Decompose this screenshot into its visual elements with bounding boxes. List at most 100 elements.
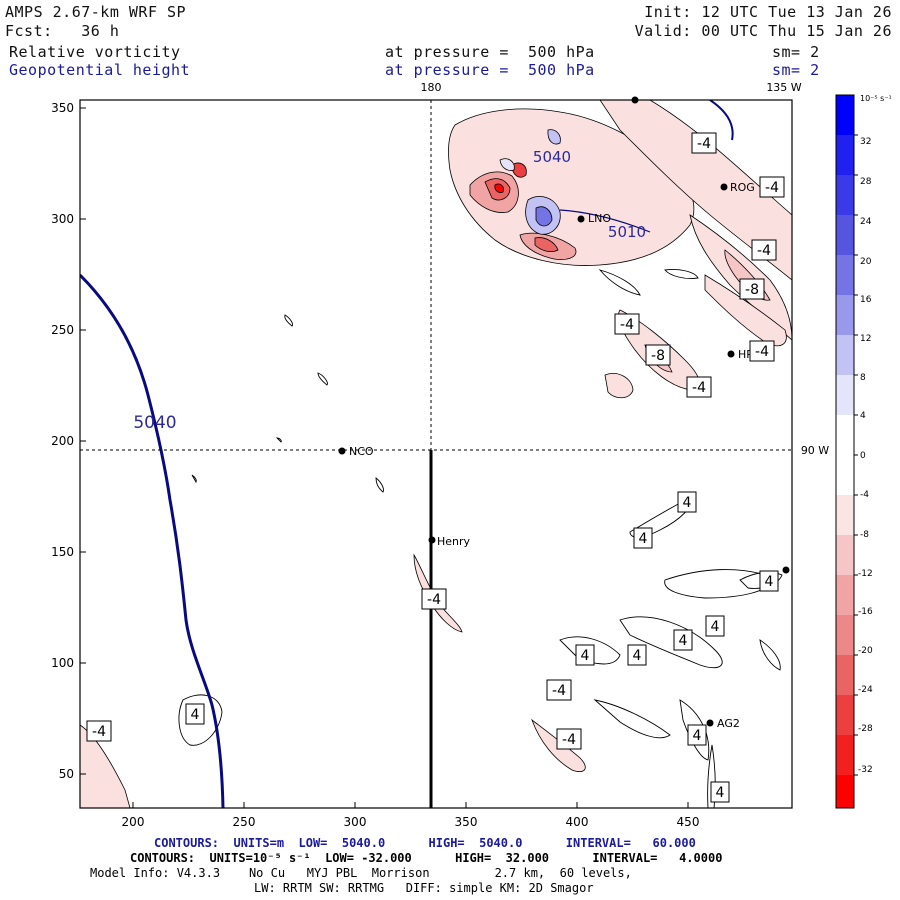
contour-label: -8 xyxy=(739,278,765,300)
svg-text:ROG: ROG xyxy=(730,181,755,194)
colorbar-swatch xyxy=(836,775,854,808)
colorbar-label: 0 xyxy=(860,451,866,461)
station-rog: ROG xyxy=(720,181,755,194)
colorbar-label: 32 xyxy=(860,137,871,147)
stations: NCO Henry ROG HRC AG2 LNO xyxy=(338,96,790,730)
contour-label: -8 xyxy=(645,344,671,366)
contour-label: -4 xyxy=(751,239,777,261)
svg-text:4: 4 xyxy=(639,531,648,547)
contour-label: -4 xyxy=(759,176,785,198)
svg-text:-4: -4 xyxy=(92,724,106,740)
y-tick: 350 xyxy=(51,101,74,115)
contour-label: -4 xyxy=(691,132,717,154)
colorbar-swatch xyxy=(836,655,854,695)
svg-text:-4: -4 xyxy=(427,592,441,608)
svg-text:4: 4 xyxy=(683,495,692,511)
colorbar-label: 8 xyxy=(860,373,866,383)
contour-label: -4 xyxy=(546,679,572,701)
contour-label: 4 xyxy=(627,644,647,666)
contour-label: 4 xyxy=(633,527,653,549)
svg-text:-4: -4 xyxy=(620,317,634,333)
colorbar-label: -32 xyxy=(858,765,873,775)
colorbar-frame xyxy=(835,94,855,809)
colorbar-swatch xyxy=(836,95,854,135)
model-info-physics: LW: RRTM SW: RRTMG DIFF: simple KM: 2D S… xyxy=(254,881,594,895)
station-marker xyxy=(782,566,790,574)
x-tick: 300 xyxy=(344,815,367,829)
height-label-5040: 5040 xyxy=(133,413,176,433)
colorbar-label: 12 xyxy=(860,334,871,344)
contour-label: 4 xyxy=(705,615,725,637)
contour-label: 4 xyxy=(759,570,779,592)
y-tick: 100 xyxy=(51,656,74,670)
station-henry: Henry xyxy=(428,535,471,548)
y-tick: 250 xyxy=(51,323,74,337)
colorbar-label: -28 xyxy=(858,724,873,734)
valid-time: Valid: 00 UTC Thu 15 Jan 26 xyxy=(634,22,892,40)
x-tick: 200 xyxy=(122,815,145,829)
x-tick: 350 xyxy=(455,815,478,829)
contour-label: 4 xyxy=(687,724,707,746)
contour-label: -4 xyxy=(749,340,775,362)
colorbar-swatch xyxy=(836,175,854,215)
height-contour-ne-a xyxy=(709,100,734,141)
colorbar-label: -4 xyxy=(860,490,869,500)
colorbar-label: 20 xyxy=(860,257,872,267)
svg-text:4: 4 xyxy=(765,574,774,590)
model-title: AMPS 2.67-km WRF SP xyxy=(5,3,187,21)
y-tick: 300 xyxy=(51,212,74,226)
svg-text:AG2: AG2 xyxy=(717,717,740,730)
colorbar: 10⁻⁵ s⁻¹ 32 28 24 20 16 12 8 4 0 -4 -8 -… xyxy=(835,94,892,809)
svg-text:LNO: LNO xyxy=(588,212,611,225)
height-contour-5040 xyxy=(80,273,225,808)
height-label-ne-5040: 5040 xyxy=(533,148,571,166)
colorbar-swatch xyxy=(836,535,854,575)
colorbar-swatch xyxy=(836,255,854,295)
svg-text:4: 4 xyxy=(693,728,702,744)
contour-label: -4 xyxy=(0,0,7,4)
map-frame xyxy=(79,99,793,809)
forecast-hour: Fcst: 36 h xyxy=(5,22,120,40)
colorbar-label: 24 xyxy=(860,217,872,227)
svg-text:-4: -4 xyxy=(697,136,711,152)
contour-label: 4 xyxy=(710,781,730,803)
station-lno: LNO xyxy=(577,212,611,225)
colorbar-label: -20 xyxy=(858,646,873,656)
colorbar-swatch xyxy=(836,415,854,495)
svg-text:-4: -4 xyxy=(562,732,576,748)
svg-text:4: 4 xyxy=(716,785,725,801)
svg-text:4: 4 xyxy=(633,648,642,664)
colorbar-swatch xyxy=(836,335,854,375)
svg-text:-4: -4 xyxy=(552,683,566,699)
field2-name: Geopotential height xyxy=(9,61,191,79)
contour-label: -4 xyxy=(556,728,582,750)
svg-text:-4: -4 xyxy=(755,344,769,360)
colorbar-label: 28 xyxy=(860,177,872,187)
vorticity-labels: -4 -4 -4 -8 -4 -8 -4 -4 -4 -4 -4 -4 -4 4… xyxy=(0,0,785,803)
contour-label: 4 xyxy=(575,644,595,666)
colorbar-swatch xyxy=(836,135,854,175)
svg-text:Henry: Henry xyxy=(437,535,471,548)
colorbar-swatch xyxy=(836,615,854,655)
x-tick-labels: 200 250 300 350 400 450 xyxy=(122,815,700,829)
vorticity-fills xyxy=(80,100,792,808)
field2-smoothing: sm= 2 xyxy=(772,61,820,79)
svg-text:NCO: NCO xyxy=(349,445,374,458)
svg-text:4: 4 xyxy=(191,707,200,723)
field1-name: Relative vorticity xyxy=(9,43,181,61)
contour-label: -4 xyxy=(686,376,712,398)
contour-label: -4 xyxy=(421,588,447,610)
colorbar-swatch xyxy=(836,215,854,255)
station-marker xyxy=(631,96,639,104)
svg-text:4: 4 xyxy=(581,648,590,664)
meridian-label-135w: 135 W xyxy=(766,81,801,94)
field1-level: at pressure = 500 hPa xyxy=(385,43,595,61)
svg-text:-4: -4 xyxy=(757,243,771,259)
height-contour-info: CONTOURS: UNITS=m LOW= 5040.0 HIGH= 5040… xyxy=(154,836,696,850)
colorbar-label: 4 xyxy=(860,411,866,421)
x-tick: 450 xyxy=(677,815,700,829)
station-ag2: AG2 xyxy=(706,717,740,730)
height-contour-ne-b xyxy=(559,209,651,233)
station-nco: NCO xyxy=(338,445,374,458)
